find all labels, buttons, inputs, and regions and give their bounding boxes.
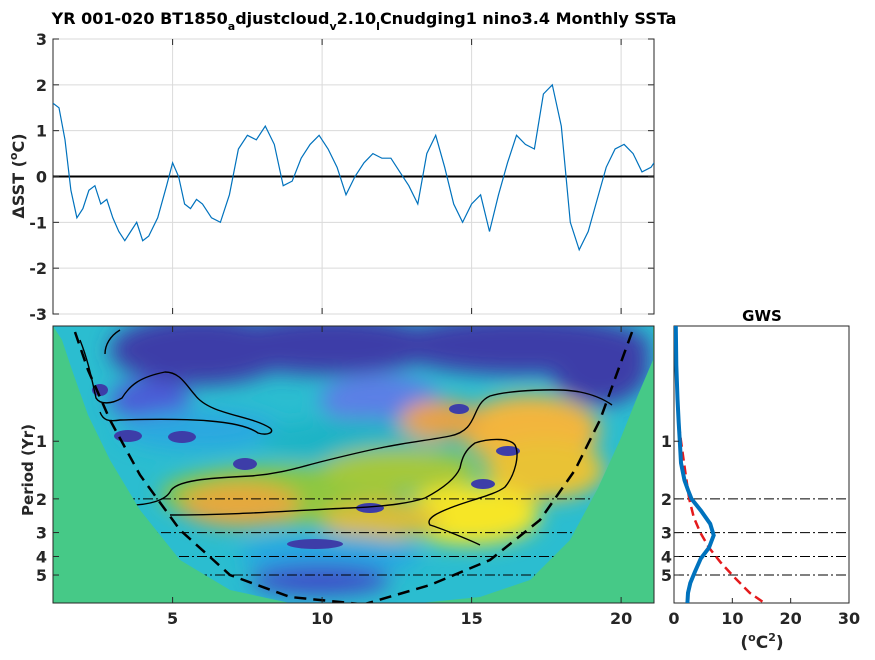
sst-y-tick-label: 3 — [36, 30, 47, 49]
wavelet-spot — [496, 446, 520, 456]
wavelet-x-tick-label: 5 — [167, 609, 178, 628]
wavelet-y-tick-label: 1 — [36, 432, 47, 451]
cone-of-influence — [73, 331, 361, 603]
sst-series-line — [53, 83, 654, 252]
wavelet-spot — [233, 458, 257, 470]
gws-y-tick-label: 5 — [661, 566, 672, 585]
wavelet-y-tick-label: 4 — [36, 547, 47, 566]
wavelet-spot — [168, 431, 196, 443]
gws-x-axis-label: (oC2) — [740, 631, 783, 653]
cone-of-influence-right — [364, 331, 634, 603]
sst-y-tick-label: -3 — [29, 305, 47, 324]
sst-y-tick-label: 2 — [36, 76, 47, 95]
wavelet-spot — [471, 479, 495, 489]
gws-x-tick-label: 10 — [721, 609, 743, 628]
wavelet-x-tick-label: 10 — [311, 609, 333, 628]
wavelet-y-tick-label: 2 — [36, 490, 47, 509]
wavelet-spot — [449, 404, 469, 414]
sst-y-axis-label: ΔSST (oC) — [7, 133, 28, 218]
gws-x-tick-label: 30 — [838, 609, 860, 628]
gws-title: GWS — [742, 307, 782, 325]
gws-x-tick-label: 0 — [668, 609, 679, 628]
figure-title: YR 001-020 BT1850adjustcloudv2.10lCnudgi… — [51, 9, 677, 33]
wavelet-axes-box — [52, 325, 655, 604]
sst-y-tick-label: -1 — [29, 213, 47, 232]
gws-y-tick-label: 2 — [661, 490, 672, 509]
wavelet-spot — [287, 539, 343, 549]
wavelet-spot — [114, 430, 142, 442]
gws-ticks: 1 2 3 45 0 10 20 30 — [661, 432, 860, 628]
wavelet-x-tick-label: 15 — [460, 609, 482, 628]
sst-y-ticks: -3 -2 -1 0 1 2 3 — [29, 30, 654, 324]
wavelet-y-axis-label: Period (Yr) — [19, 424, 37, 516]
wavelet-power-field — [110, 326, 650, 595]
wavelet-x-tick-label: 20 — [610, 609, 632, 628]
gws-reference-lines — [674, 498, 849, 576]
wavelet-y-tick-label: 3 — [36, 524, 47, 543]
gws-significance-line — [674, 326, 766, 603]
sst-timeseries-panel: -3 -2 -1 0 1 2 3 ΔSST (oC) — [7, 30, 655, 324]
gws-y-tick-label: 1 — [661, 432, 672, 451]
wavelet-y-tick-label: 5 — [36, 566, 47, 585]
gws-spectrum-line — [674, 326, 716, 603]
sst-y-tick-label: 1 — [36, 122, 47, 141]
gws-y-tick-label: 4 — [661, 547, 672, 566]
sst-y-tick-label: -2 — [29, 259, 47, 278]
gws-x-tick-label: 20 — [780, 609, 802, 628]
gws-panel: GWS 1 2 3 45 0 10 20 30 (oC2) — [661, 307, 860, 653]
sst-y-tick-label: 0 — [36, 168, 47, 187]
gws-y-tick-label: 3 — [661, 524, 672, 543]
sst-grid — [53, 38, 654, 315]
significance-contours — [79, 329, 613, 546]
